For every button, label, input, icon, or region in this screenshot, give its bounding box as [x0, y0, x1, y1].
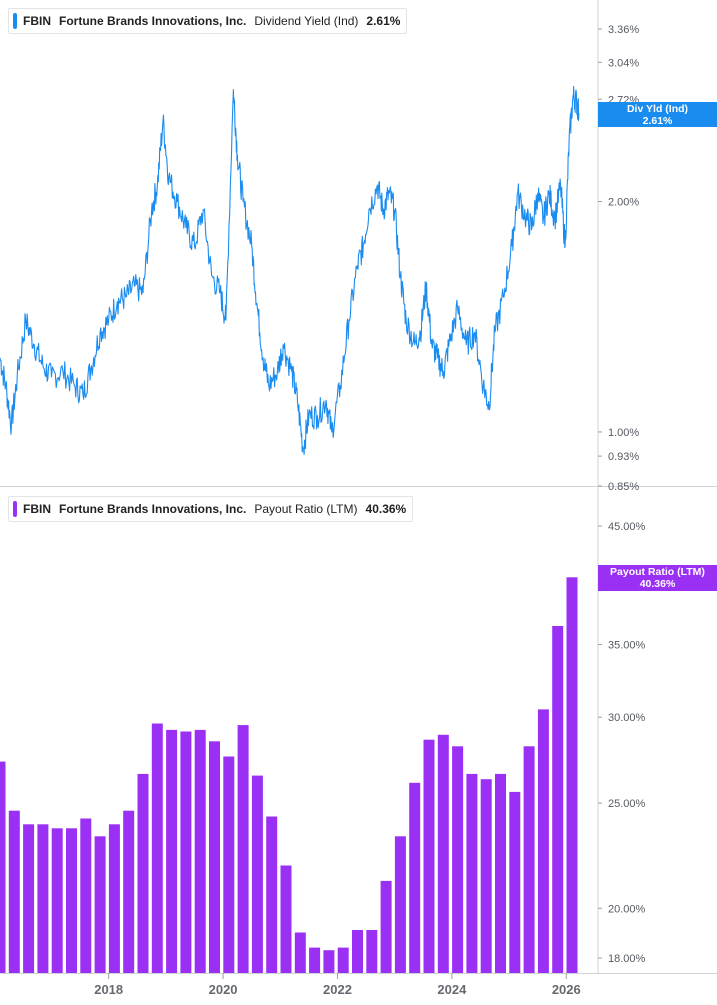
payout-bar [309, 947, 321, 973]
payout-legend-ticker: FBIN [23, 502, 51, 516]
payout-bar [552, 626, 564, 973]
payout-bar [237, 725, 249, 973]
x-tick-label: 2018 [94, 982, 123, 997]
payout-bar [294, 932, 306, 973]
payout-bar [452, 746, 464, 973]
payout-bar [180, 731, 192, 973]
yield-tick-label: 0.85% [608, 481, 639, 493]
payout-bar [523, 746, 535, 973]
payout-legend-value: 40.36% [365, 502, 407, 516]
yield-tick-label: 3.04% [608, 57, 639, 69]
yield-legend-swatch [13, 13, 17, 29]
yield-flag-label: Div Yld (Ind) [626, 103, 689, 115]
payout-bar [94, 836, 106, 973]
payout-tick-label: 25.00% [608, 798, 646, 810]
payout-bar [37, 824, 49, 973]
payout-value-flag: Payout Ratio (LTM) 40.36% [598, 565, 717, 591]
yield-legend-ticker: FBIN [23, 14, 51, 28]
payout-bar [194, 729, 206, 973]
x-tick-label: 2022 [323, 982, 352, 997]
payout-bar [51, 828, 63, 973]
payout-tick-label: 45.00% [608, 521, 646, 533]
payout-bar [8, 810, 20, 973]
payout-bar [223, 756, 235, 973]
payout-bar [108, 824, 120, 973]
x-tick-label: 2026 [552, 982, 581, 997]
payout-bar [423, 739, 435, 973]
payout-bar [495, 773, 506, 973]
payout-flag-value: 40.36% [639, 578, 676, 590]
x-tick-label: 2020 [209, 982, 238, 997]
yield-legend-value: 2.61% [366, 14, 401, 28]
payout-bar [509, 791, 521, 973]
payout-bar [66, 828, 77, 973]
payout-tick-label: 30.00% [608, 712, 646, 724]
payout-bar [566, 577, 578, 973]
payout-bar [337, 947, 349, 973]
payout-tick-label: 18.00% [608, 953, 646, 965]
dividend-yield-line [0, 85, 580, 456]
payout-bar [380, 880, 392, 973]
payout-chart-area [0, 577, 578, 973]
payout-bar [151, 723, 163, 973]
yield-tick-label: 3.36% [608, 24, 639, 36]
yield-legend-metric: Dividend Yield (Ind) [254, 14, 359, 28]
yield-tick-label: 1.00% [608, 427, 639, 439]
payout-bar [480, 779, 492, 973]
payout-bar [251, 775, 263, 973]
payout-bar [537, 709, 549, 973]
payout-tick-label: 35.00% [608, 639, 646, 651]
yield-value-flag: Div Yld (Ind) 2.61% [598, 102, 717, 127]
payout-legend-metric: Payout Ratio (LTM) [254, 502, 358, 516]
payout-bar [209, 741, 220, 973]
x-tick-label: 2024 [437, 982, 467, 997]
payout-bar [137, 773, 149, 973]
payout-bar [280, 865, 292, 973]
yield-tick-label: 2.00% [608, 196, 639, 208]
payout-bar [437, 734, 449, 973]
payout-legend-swatch [13, 501, 17, 517]
payout-bar [352, 930, 363, 973]
yield-chart-area [0, 85, 580, 456]
payout-legend-company: Fortune Brands Innovations, Inc. [59, 502, 247, 516]
payout-flag-label: Payout Ratio (LTM) [610, 566, 705, 578]
payout-bar [323, 950, 335, 973]
payout-bar [0, 761, 6, 973]
payout-bar [466, 773, 478, 973]
payout-bar [23, 824, 35, 973]
payout-tick-label: 20.00% [608, 903, 646, 915]
payout-bar [80, 818, 92, 973]
payout-bar [166, 729, 178, 973]
payout-bar [409, 782, 421, 973]
payout-bar [366, 930, 378, 973]
yield-legend-company: Fortune Brands Innovations, Inc. [59, 14, 247, 28]
yield-tick-label: 0.93% [608, 451, 639, 463]
payout-legend: FBIN Fortune Brands Innovations, Inc. Pa… [8, 496, 414, 522]
payout-bar [123, 810, 135, 973]
payout-bar [266, 816, 278, 973]
yield-flag-value: 2.61% [642, 115, 673, 127]
yield-legend: FBIN Fortune Brands Innovations, Inc. Di… [8, 8, 408, 34]
payout-bar [394, 836, 406, 973]
